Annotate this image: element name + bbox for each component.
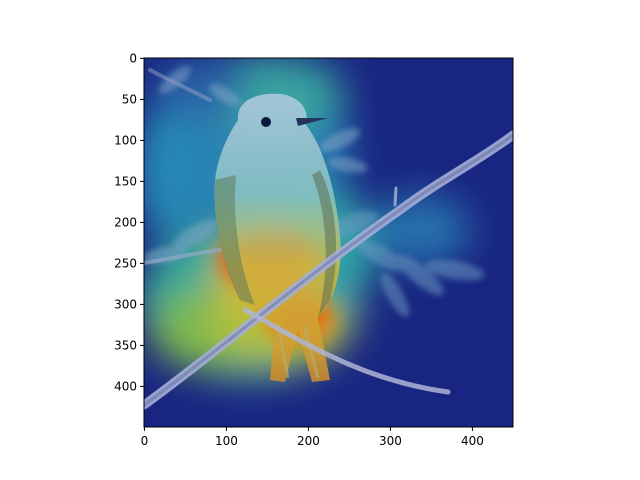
y-tick-label: 0 [129,51,137,65]
x-tick-label: 400 [461,434,484,448]
x-tick-label: 0 [141,434,149,448]
y-tick-label: 300 [114,297,137,311]
heatmap-image [144,58,513,427]
y-tick-label: 350 [114,338,137,352]
y-tick-label: 50 [122,92,137,106]
y-tick-label: 400 [114,379,137,393]
y-tick-label: 200 [114,215,137,229]
y-tick-label: 150 [114,174,137,188]
x-tick-label: 300 [379,434,402,448]
bird-silhouette [214,93,341,383]
axes-frame [143,57,514,428]
y-tick-label: 100 [114,133,137,147]
x-tick-label: 200 [297,434,320,448]
x-tick-label: 100 [215,434,238,448]
y-axis-ticks: 0 50 100 150 200 250 300 350 400 [114,51,144,393]
x-axis-ticks: 0 100 200 300 400 [141,427,484,448]
branch [144,68,513,410]
y-tick-label: 250 [114,256,137,270]
